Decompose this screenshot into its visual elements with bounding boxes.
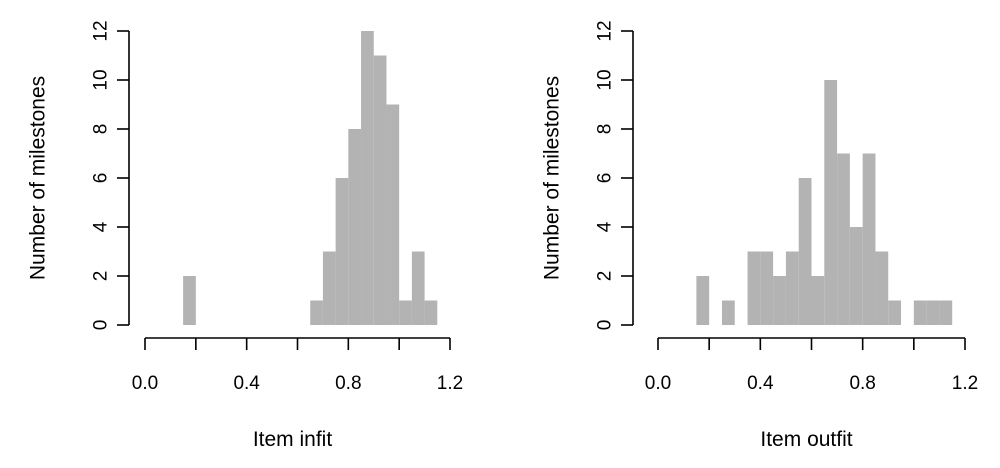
x-tick-label: 1.2 [437, 373, 463, 394]
y-tick-label: 8 [595, 124, 616, 135]
histogram-bar [721, 300, 735, 325]
y-tick-label: 6 [91, 173, 112, 184]
histogram-bar [310, 300, 323, 325]
y-tick-label: 2 [91, 271, 112, 282]
histogram-bar [824, 80, 838, 325]
x-tick-label: 0.0 [645, 373, 671, 394]
histogram-bar [837, 153, 850, 325]
histogram-bar [696, 276, 710, 325]
histogram-bar [926, 300, 940, 325]
x-tick-label: 1.2 [952, 373, 978, 394]
histogram-bar [335, 178, 349, 325]
y-tick-label: 0 [91, 320, 112, 331]
x-tick-label: 0.4 [747, 373, 774, 394]
x-axis-title: Item infit [253, 428, 333, 451]
histogram-bar [811, 276, 825, 325]
histogram-bar [862, 153, 876, 325]
x-tick-label: 0.0 [132, 373, 158, 394]
histogram-bar [747, 251, 761, 325]
y-tick-label: 4 [91, 221, 112, 232]
y-tick-label: 10 [91, 69, 112, 90]
histogram-bar [939, 300, 953, 325]
y-tick-label: 2 [595, 271, 616, 282]
y-tick-label: 10 [595, 69, 616, 90]
histogram-bar [760, 251, 774, 325]
histogram-bar [373, 55, 387, 325]
y-axis-title: Number of milestones [27, 76, 50, 280]
histogram-bar [411, 251, 425, 325]
y-tick-label: 8 [91, 124, 112, 135]
histogram-bar [849, 227, 863, 325]
y-axis-title: Number of milestones [541, 76, 564, 280]
x-tick-label: 0.4 [233, 373, 260, 394]
histogram-bar [798, 178, 812, 325]
histogram-bar [424, 300, 438, 325]
y-tick-label: 12 [595, 20, 616, 41]
histogram-bar [386, 104, 400, 325]
histogram-bar [322, 251, 336, 325]
y-tick-label: 4 [595, 221, 616, 232]
histogram-bar [785, 251, 799, 325]
item-outfit-histogram: 0 2 4 6 8 10 12 0.0 0.4 0.8 1.2 Item outfit Number o… [541, 20, 979, 451]
x-axis-title: Item outfit [760, 428, 852, 451]
histogram-bar [888, 300, 902, 325]
histogram-bar [348, 129, 362, 325]
y-tick-label: 6 [595, 173, 616, 184]
histogram-bar [361, 31, 374, 325]
histogram-bar [773, 276, 786, 325]
x-tick-label: 0.8 [849, 373, 875, 394]
item-infit-histogram: 0 2 4 6 8 10 12 0.0 0.4 0.8 1.2 Item infit Number of… [27, 20, 464, 451]
x-tick-label: 0.8 [335, 373, 361, 394]
y-tick-label: 12 [91, 20, 112, 41]
histogram-bar [875, 251, 889, 325]
histogram-bar [913, 300, 927, 325]
histogram-bar [399, 300, 412, 325]
histogram-bar [183, 276, 196, 325]
y-tick-label: 0 [595, 320, 616, 331]
